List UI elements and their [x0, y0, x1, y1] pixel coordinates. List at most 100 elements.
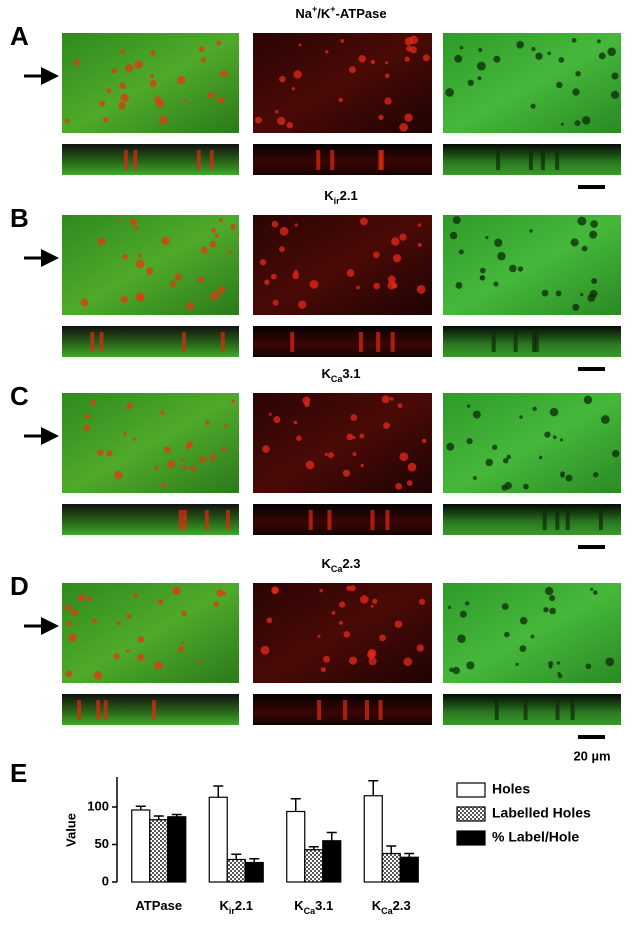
micrograph-spot — [580, 292, 584, 297]
micrograph-spot — [338, 620, 343, 625]
micrograph-spot — [535, 52, 543, 60]
micrograph-spot — [419, 598, 426, 605]
section-spot — [513, 332, 518, 352]
section-spot — [376, 332, 381, 352]
micrograph-spot — [589, 230, 598, 239]
section-spot — [523, 700, 528, 720]
micrograph-spot — [392, 254, 402, 263]
micrograph-spot — [286, 121, 293, 129]
micrograph-spot — [181, 610, 187, 617]
micrograph-spot — [504, 481, 512, 490]
micrograph-spot — [509, 264, 517, 273]
micrograph-spot — [137, 295, 145, 302]
micrograph-spot — [172, 586, 181, 596]
panel-title: KCa3.1 — [322, 366, 361, 384]
micrograph-spot — [210, 291, 220, 301]
section-spot — [99, 332, 104, 352]
micrograph-spot — [591, 278, 598, 285]
micrograph-spot — [186, 302, 195, 310]
micrograph-spot — [458, 249, 464, 255]
bar — [286, 810, 306, 883]
micrograph-spot — [544, 431, 551, 438]
micrograph-spot — [309, 279, 319, 289]
micrograph-spot — [122, 253, 129, 260]
micrograph-section — [62, 504, 239, 535]
micrograph-spot — [126, 613, 132, 620]
micrograph-spot — [516, 40, 524, 49]
micrograph — [253, 393, 432, 493]
micrograph-spot — [157, 599, 164, 606]
micrograph-spot — [421, 438, 427, 444]
micrograph-spot — [538, 455, 543, 460]
micrograph-spot — [370, 604, 374, 608]
micrograph-spot — [150, 50, 156, 56]
micrograph-spot — [97, 237, 106, 246]
micrograph-spot — [120, 93, 129, 103]
micrograph-spot — [370, 59, 375, 65]
micrograph-spot — [447, 605, 452, 610]
micrograph-spot — [485, 458, 493, 467]
micrograph-spot — [272, 299, 279, 306]
section-spot — [385, 510, 390, 530]
micrograph-spot — [404, 37, 414, 46]
micrograph-spot — [214, 233, 220, 238]
micrograph-spot — [532, 406, 537, 411]
micrograph-spot — [84, 413, 91, 420]
micrograph-spot — [515, 662, 519, 667]
micrograph-spot — [259, 259, 267, 266]
micrograph-spot — [467, 79, 474, 86]
legend-label: Labelled Holes — [492, 805, 591, 821]
micrograph-spot — [356, 285, 360, 290]
micrograph-spot — [452, 216, 461, 225]
micrograph-spot — [211, 228, 216, 233]
micrograph-spot — [504, 631, 510, 638]
micrograph-spot — [217, 96, 225, 104]
micrograph-spot — [293, 420, 298, 425]
micrograph-spot — [137, 653, 145, 662]
micrograph-spot — [260, 645, 270, 655]
micrograph-spot — [404, 113, 413, 122]
x-tick-label: KCa2.3 — [372, 898, 411, 916]
micrograph-spot — [294, 223, 298, 227]
micrograph-spot — [394, 620, 403, 628]
section-spot — [316, 150, 321, 170]
text-segment: + — [312, 4, 317, 14]
micrograph-spot — [503, 457, 509, 464]
micrograph-spot — [70, 609, 78, 617]
legend-swatch — [456, 782, 486, 798]
section-spot — [182, 510, 187, 530]
micrograph-spot — [549, 407, 559, 417]
micrograph-spot — [291, 87, 295, 91]
micrograph-spot — [346, 269, 355, 277]
text-segment: K — [322, 556, 332, 571]
micrograph-spot — [445, 88, 454, 97]
micrograph-spot — [216, 589, 224, 597]
micrograph-spot — [548, 664, 553, 669]
micrograph-spot — [582, 116, 591, 125]
micrograph-spot — [133, 226, 139, 231]
micrograph-spot — [182, 465, 187, 470]
micrograph-spot — [262, 445, 270, 453]
micrograph-spot — [159, 115, 168, 125]
micrograph-spot — [404, 56, 410, 62]
micrograph-spot — [167, 460, 176, 469]
bar — [167, 816, 187, 883]
panel-letter: B — [10, 203, 29, 233]
micrograph-spot — [585, 663, 592, 670]
micrograph-spot — [506, 454, 511, 460]
micrograph-section — [443, 694, 621, 725]
panel-letter: A — [10, 21, 29, 51]
micrograph-spot — [266, 617, 273, 624]
micrograph-spot — [198, 46, 205, 53]
section-spot — [317, 700, 322, 720]
micrograph-spot — [466, 661, 475, 670]
micrograph-spot — [531, 46, 536, 52]
text-segment: Ca — [304, 906, 316, 916]
micrograph-spot — [612, 449, 620, 458]
section-spot — [178, 510, 183, 530]
micrograph-spot — [587, 293, 596, 302]
micrograph-spot — [491, 444, 498, 450]
micrograph-spot — [360, 463, 364, 468]
micrograph-spot — [135, 259, 145, 269]
section-spot — [378, 150, 383, 170]
